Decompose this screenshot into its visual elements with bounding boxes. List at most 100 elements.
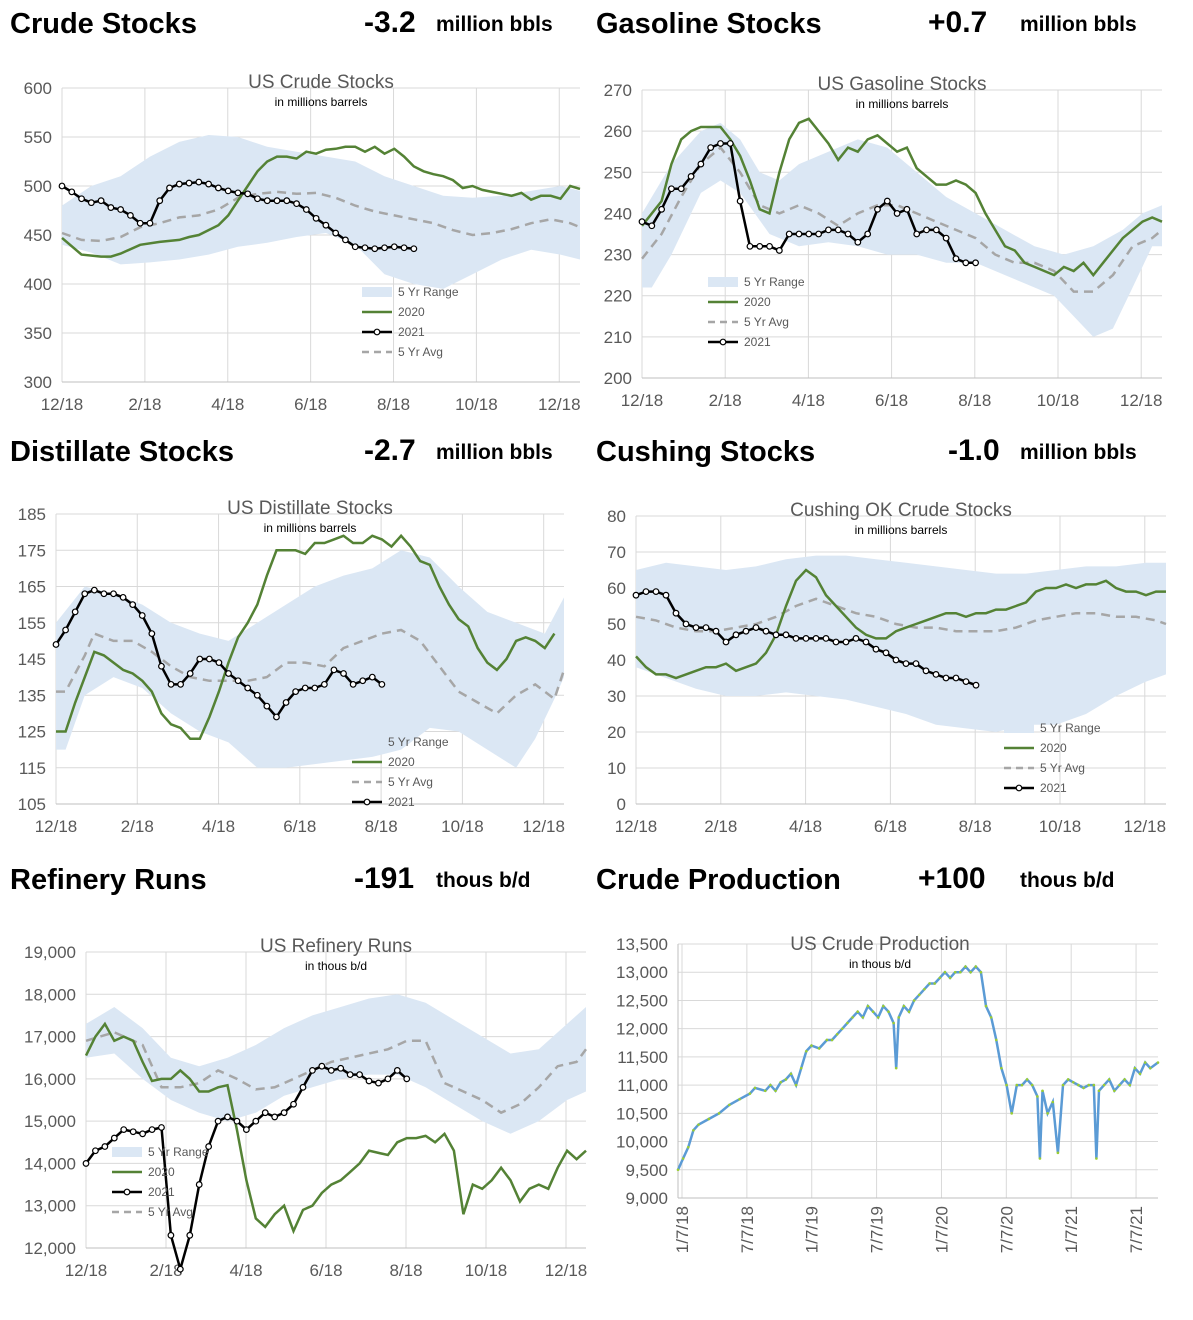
series-2021-point bbox=[87, 199, 95, 207]
production-point bbox=[784, 1078, 788, 1081]
production-point bbox=[753, 1086, 757, 1090]
legend-label: 5 Yr Avg bbox=[744, 315, 789, 329]
legend-label: 2021 bbox=[398, 325, 425, 339]
series-2021-point bbox=[682, 620, 690, 628]
series-2021-point bbox=[234, 677, 242, 685]
legend-label: 2021 bbox=[148, 1185, 175, 1199]
series-2021-point bbox=[742, 627, 750, 635]
production-point bbox=[948, 976, 952, 980]
series-2021-point bbox=[762, 627, 770, 635]
production-point bbox=[861, 1016, 865, 1019]
legend-swatch-2021-marker bbox=[719, 338, 727, 346]
production-point bbox=[1133, 1066, 1137, 1070]
y-tick-label: 220 bbox=[604, 287, 632, 306]
x-tick-label: 2/18 bbox=[149, 1261, 182, 1280]
series-2021-point bbox=[166, 184, 173, 192]
x-tick-label: 10/18 bbox=[441, 817, 484, 836]
series-2020-line bbox=[61, 145, 581, 258]
production-point bbox=[969, 970, 972, 974]
series-2021-point bbox=[371, 245, 379, 253]
series-2021-point bbox=[642, 588, 650, 595]
production-point bbox=[1102, 1083, 1106, 1087]
series-2021-point bbox=[359, 677, 367, 685]
series-2021-point bbox=[825, 226, 832, 234]
y-tick-label: 12,000 bbox=[24, 1239, 76, 1258]
legend-label: 5 Yr Range bbox=[388, 735, 449, 749]
series-2021-point bbox=[309, 1066, 316, 1074]
production-point bbox=[794, 1083, 798, 1087]
series-2021-point bbox=[672, 609, 680, 617]
y-tick-label: 155 bbox=[18, 614, 46, 633]
y-tick-label: 0 bbox=[617, 795, 626, 814]
series-2021-point bbox=[932, 226, 940, 234]
x-tick-label: 8/18 bbox=[959, 817, 992, 836]
series-2021-point bbox=[101, 1143, 109, 1150]
panel-distillate: Distillate Stocks -2.7 million bbls 105 1… bbox=[0, 428, 590, 854]
production-point bbox=[1041, 1089, 1044, 1093]
range-band bbox=[86, 994, 586, 1134]
legend-swatch-range bbox=[352, 737, 382, 747]
x-tick-label: 12/18 bbox=[538, 395, 581, 414]
series-2021-point bbox=[687, 172, 695, 180]
series-2021-point bbox=[327, 1066, 335, 1074]
production-point bbox=[817, 1047, 821, 1050]
production-point bbox=[846, 1021, 849, 1025]
x-tick-label: 2/18 bbox=[709, 391, 742, 410]
series-2021-point bbox=[301, 684, 309, 692]
series-2021-point bbox=[136, 219, 144, 227]
x-tick-label: 2/18 bbox=[121, 817, 154, 836]
production-point bbox=[1123, 1078, 1126, 1081]
series-2021-point bbox=[792, 634, 800, 642]
series-2021-point bbox=[214, 1117, 222, 1125]
change-value-crude: -3.2 bbox=[364, 6, 416, 39]
y-tick-label: 600 bbox=[24, 79, 52, 98]
production-point bbox=[1148, 1066, 1152, 1070]
y-tick-label: 11,500 bbox=[617, 1048, 668, 1067]
series-2021-point bbox=[766, 242, 773, 250]
series-2021-point bbox=[234, 189, 242, 197]
y-tick-label: 10,000 bbox=[616, 1133, 668, 1152]
change-unit-refinery: thous b/d bbox=[436, 869, 531, 892]
series-2021-point bbox=[146, 219, 154, 227]
production-point bbox=[1118, 1083, 1121, 1087]
series-2021-point bbox=[658, 205, 666, 213]
heading-refinery: Refinery Runs bbox=[10, 864, 207, 896]
production-point bbox=[840, 1027, 844, 1030]
production-point bbox=[825, 1038, 829, 1042]
legend-label: 5 Yr Avg bbox=[398, 345, 443, 359]
range-band bbox=[62, 135, 580, 289]
production-point bbox=[1010, 1112, 1013, 1115]
series-2021-point bbox=[332, 229, 340, 237]
series-2021-point bbox=[167, 1231, 175, 1239]
production-point bbox=[1036, 1095, 1039, 1098]
legend-label: 2021 bbox=[1040, 781, 1067, 795]
y-tick-label: 11,000 bbox=[617, 1076, 668, 1095]
x-tick-label: 12/18 bbox=[621, 391, 664, 410]
series-2021-point bbox=[795, 230, 803, 238]
change-value-production: +100 bbox=[918, 862, 986, 895]
production-point bbox=[892, 1021, 895, 1025]
production-point bbox=[923, 987, 926, 991]
production-point bbox=[717, 1112, 721, 1115]
production-point bbox=[686, 1145, 690, 1149]
production-point bbox=[974, 965, 978, 968]
production-point bbox=[1030, 1083, 1034, 1087]
chart-production: 9,000 9,500 10,000 10,500 11,000 11,500 12,000… bbox=[616, 934, 1160, 1253]
production-point bbox=[887, 1010, 890, 1014]
series-2021-point bbox=[805, 230, 813, 238]
series-2021-point bbox=[195, 1181, 203, 1188]
y-tick-label: 20 bbox=[607, 723, 626, 742]
y-tick-label: 30 bbox=[607, 687, 626, 706]
x-tick-label: 8/18 bbox=[377, 395, 410, 414]
series-2021-point bbox=[852, 634, 860, 642]
legend-label: 5 Yr Avg bbox=[1040, 761, 1085, 775]
production-point bbox=[692, 1128, 695, 1132]
series-2021-point bbox=[381, 244, 388, 252]
series-2021-point bbox=[97, 197, 105, 205]
series-2021-point bbox=[403, 1075, 411, 1083]
series-2021-point bbox=[90, 586, 98, 594]
legend-swatch-2021-marker bbox=[1015, 784, 1023, 792]
chart-title: Cushing OK Crude Stocks bbox=[790, 500, 1012, 521]
x-tick-label: 6/18 bbox=[874, 817, 907, 836]
series-2021-point bbox=[775, 247, 783, 254]
